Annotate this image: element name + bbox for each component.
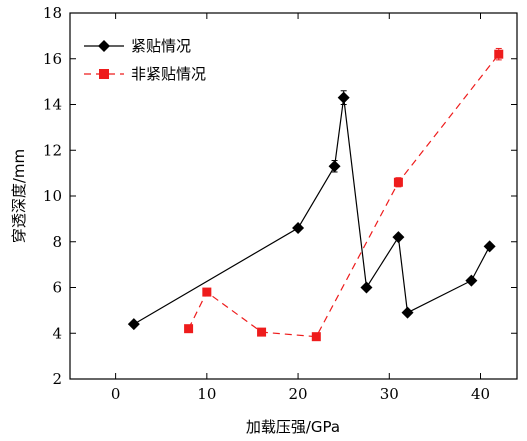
data-point	[465, 274, 478, 287]
data-point	[337, 91, 350, 104]
series-2	[184, 47, 504, 342]
plot-area: 0 10 20 30 40 2 4 6 8 10 12 14 16 18	[43, 4, 518, 403]
data-point	[328, 160, 341, 173]
y-tick-label: 12	[43, 141, 62, 159]
y-tick-label: 16	[43, 50, 62, 68]
data-point	[257, 327, 267, 337]
y-tick-label: 10	[43, 187, 62, 205]
series-1	[127, 90, 496, 331]
x-axis-title: 加载压强/GPa	[246, 418, 340, 436]
y-axis-title: 穿透深度/mm	[10, 149, 28, 243]
data-point	[202, 287, 212, 297]
x-tick-label: 0	[111, 385, 121, 403]
data-point	[127, 318, 140, 331]
x-tick-label: 20	[289, 385, 308, 403]
data-point	[292, 222, 305, 235]
data-point	[393, 177, 403, 187]
legend-marker-series-2	[99, 69, 109, 79]
y-tick-label: 6	[52, 279, 62, 297]
x-tick-label: 40	[471, 385, 490, 403]
y-tick-label: 14	[43, 96, 62, 114]
data-point	[184, 324, 194, 334]
series-layer	[127, 47, 504, 342]
data-point	[360, 281, 373, 294]
legend-label-series-1: 紧贴情况	[131, 37, 191, 55]
data-point	[311, 332, 321, 342]
series-line	[133, 97, 491, 325]
x-tick-label: 30	[380, 385, 399, 403]
legend-label-series-2: 非紧贴情况	[131, 65, 206, 83]
data-point	[392, 231, 405, 244]
axis-ticks: 0 10 20 30 40 2 4 6 8 10 12 14 16 18	[43, 4, 517, 403]
y-tick-label: 8	[52, 233, 62, 251]
legend: 紧贴情况 非紧贴情况	[84, 37, 206, 83]
y-tick-label: 4	[52, 324, 62, 342]
y-tick-label: 18	[43, 4, 62, 22]
data-point	[401, 306, 414, 319]
data-point	[494, 49, 504, 59]
y-tick-label: 2	[52, 370, 62, 388]
series-line	[188, 53, 500, 338]
legend-marker-series-1	[98, 40, 110, 52]
x-tick-label: 10	[197, 385, 216, 403]
data-point	[483, 240, 496, 253]
